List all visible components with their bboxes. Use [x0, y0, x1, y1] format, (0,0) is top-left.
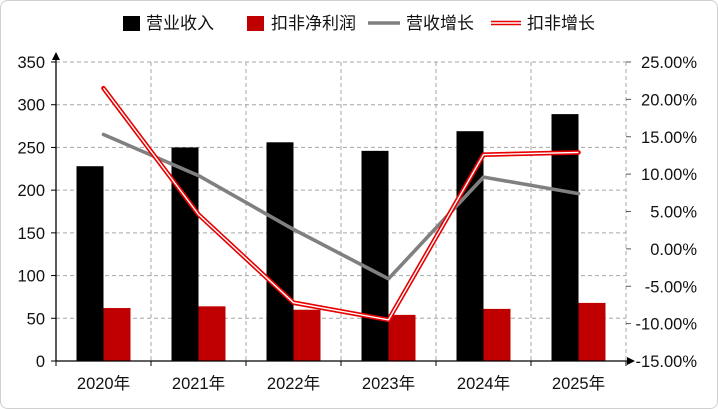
- net-profit-growth-line-inner-stripe: [102, 87, 579, 321]
- revenue-bar-2021: [171, 147, 199, 361]
- revenue-bar-2023: [361, 150, 389, 361]
- net-profit-growth-point-2022: [291, 300, 297, 306]
- legend-label-revenue: 营业收入: [146, 14, 214, 33]
- net-profit-growth-point-2020: [101, 85, 107, 91]
- net-profit-bar-2025: [578, 302, 606, 361]
- revenue-growth-point-2023: [386, 276, 392, 282]
- right-axis-tick-label-8: 25.00%: [641, 54, 697, 72]
- legend-item-revenue: 营业收入: [123, 14, 214, 33]
- right-axis-tick-label-6: 15.00%: [641, 129, 697, 147]
- right-axis-tick-label-2: -5.00%: [645, 278, 698, 296]
- legend-label-net-profit: 扣非净利润: [271, 14, 356, 33]
- revenue-bar-2025: [551, 114, 579, 362]
- net-profit-growth-point-2021: [196, 211, 202, 217]
- x-axis-category-label-2022: 2022年: [267, 374, 320, 393]
- legend-item-revenue-growth: 营收增长: [368, 14, 474, 33]
- x-axis-category-label-2020: 2020年: [77, 374, 130, 393]
- left-axis-tick-label-0: 0: [36, 353, 45, 371]
- series-lines: [101, 85, 582, 323]
- bars: [76, 114, 606, 362]
- left-axis-tick-label-2: 100: [17, 268, 45, 286]
- revenue-growth-point-2022: [291, 226, 297, 232]
- revenue-bar-2022: [266, 142, 294, 361]
- x-axis-category-label-2023: 2023年: [362, 374, 415, 393]
- net-profit-bar-2024: [483, 308, 511, 361]
- right-axis-tick-label-5: 10.00%: [641, 166, 697, 184]
- left-axis-tick-label-5: 250: [17, 139, 45, 157]
- axis-labels: 0 50 100 150 200 250 300 350 -15.00% -10.00% -5.00…: [17, 54, 697, 393]
- net-profit-bar-2023: [388, 314, 416, 361]
- revenue-growth-point-2021: [196, 173, 202, 179]
- net-profit-growth-series: [101, 85, 582, 323]
- legend-label-net-profit-growth: 扣非增长: [527, 14, 595, 33]
- left-axis-tick-label-3: 150: [17, 225, 45, 243]
- net-profit-growth-point-2024: [481, 152, 487, 158]
- legend-swatch-revenue: [123, 16, 140, 31]
- right-axis-tick-label-0: -15.00%: [636, 353, 698, 371]
- x-axis-category-label-2024: 2024年: [457, 374, 510, 393]
- revenue-growth-series: [101, 132, 582, 282]
- revenue-bar-2020: [76, 166, 104, 361]
- right-axis-tick-label-3: 0.00%: [650, 241, 697, 259]
- net-profit-bar-2021: [198, 306, 226, 361]
- left-axis-tick-label-1: 50: [27, 310, 45, 328]
- revenue-growth-point-2024: [481, 174, 487, 180]
- legend-swatch-net-profit: [247, 16, 264, 31]
- net-profit-bar-2022: [293, 309, 321, 361]
- revenue-growth-point-2025: [576, 191, 582, 197]
- x-axis-category-label-2021: 2021年: [172, 374, 225, 393]
- x-axis-arrow: [627, 357, 635, 365]
- legend-item-net-profit: 扣非净利润: [247, 14, 356, 33]
- net-profit-growth-point-2023: [386, 317, 392, 323]
- axes: [51, 52, 635, 366]
- left-axis-tick-label-7: 350: [17, 54, 45, 72]
- revenue-bar-2024: [456, 131, 484, 361]
- net-profit-growth-point-2025: [576, 149, 582, 155]
- x-axis-category-label-2025: 2025年: [552, 374, 605, 393]
- revenue-growth-line: [101, 132, 581, 281]
- revenue-growth-point-2020: [101, 132, 107, 138]
- legend-label-revenue-growth: 营收增长: [406, 14, 474, 33]
- right-axis-tick-label-4: 5.00%: [650, 204, 697, 222]
- right-axis-tick-label-1: -10.00%: [636, 316, 698, 334]
- net-profit-bar-2020: [103, 308, 131, 361]
- left-y-axis-arrow: [52, 52, 60, 60]
- legend: 营业收入 扣非净利润 营收增长 扣非增长: [123, 14, 595, 33]
- right-axis-tick-label-7: 20.00%: [641, 91, 697, 109]
- left-axis-tick-label-4: 200: [17, 182, 45, 200]
- legend-item-net-profit-growth: 扣非增长: [491, 14, 595, 33]
- gridlines: [56, 61, 627, 361]
- left-axis-tick-label-6: 300: [17, 97, 45, 115]
